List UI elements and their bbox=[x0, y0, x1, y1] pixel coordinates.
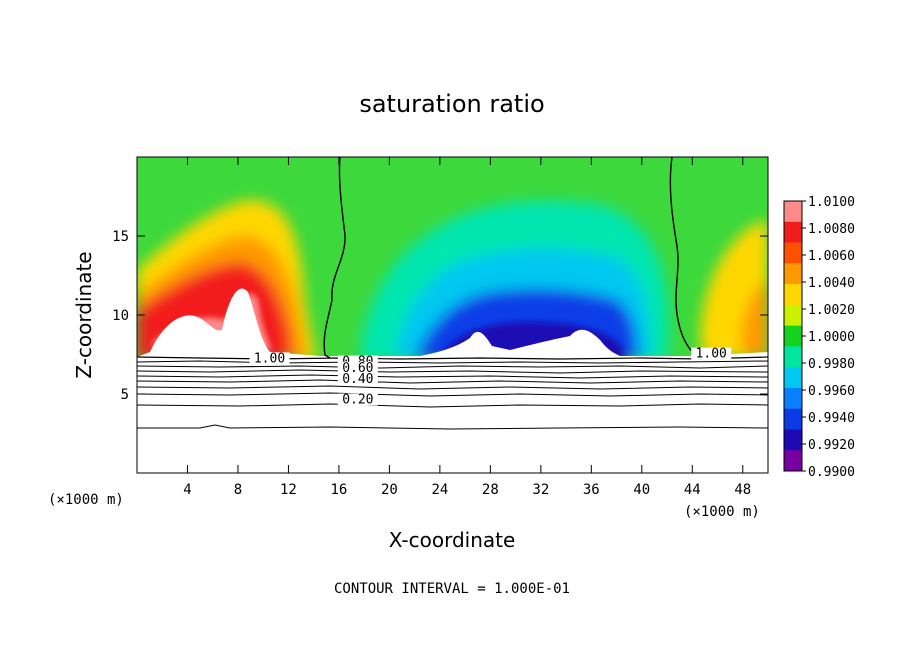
colorbar-swatch bbox=[784, 284, 802, 306]
y-tick-label: 5 bbox=[121, 387, 129, 403]
x-unit-right: (×1000 m) bbox=[684, 504, 760, 520]
contour-1.00-base bbox=[137, 356, 768, 360]
colorbar-label: 1.0000 bbox=[808, 330, 855, 345]
contour-0.40 bbox=[137, 385, 768, 390]
x-axis: 4 8 12 16 20 24 28 32 36 40 44 48 bbox=[183, 157, 751, 498]
x-tick-label: 32 bbox=[532, 482, 549, 498]
contour-0.20 bbox=[137, 403, 768, 408]
contour-1.00-left bbox=[323, 157, 346, 359]
colorbar-swatch bbox=[784, 263, 802, 285]
y-axis: 5 10 15 bbox=[112, 229, 768, 403]
contour-interval-note: CONTOUR INTERVAL = 1.000E-01 bbox=[334, 581, 570, 597]
colorbar-label: 0.9900 bbox=[808, 465, 855, 480]
field-warm-right-inner bbox=[741, 280, 768, 358]
colorbar-swatch bbox=[784, 346, 802, 368]
x-tick-label: 36 bbox=[583, 482, 600, 498]
contour-0.70 bbox=[137, 369, 768, 374]
colorbar-label: 1.0100 bbox=[808, 195, 855, 210]
contour-labels: 1.000.800.600.400.201.00 bbox=[249, 347, 732, 407]
colorbar-swatch bbox=[784, 387, 802, 410]
chart-title: saturation ratio bbox=[359, 90, 544, 118]
contour-label-bg bbox=[337, 372, 378, 385]
colorbar-label: 1.0020 bbox=[808, 303, 855, 318]
x-tick-label: 24 bbox=[431, 482, 448, 498]
colorbar-swatch bbox=[784, 367, 802, 389]
contour-label-bg bbox=[691, 347, 732, 360]
y-tick-label: 15 bbox=[112, 229, 129, 245]
colorbar-swatch bbox=[784, 325, 802, 347]
plot-area: 1.000.800.600.400.201.00 bbox=[137, 157, 768, 473]
contour-label: 1.00 bbox=[254, 351, 285, 366]
colorbar-swatch bbox=[784, 429, 802, 451]
contour-lines bbox=[137, 157, 768, 430]
contour-label-bg bbox=[249, 352, 290, 365]
colorbar-label: 1.0080 bbox=[808, 222, 855, 237]
colorbar-swatch bbox=[784, 201, 802, 223]
contour-label-bg bbox=[337, 393, 378, 406]
colorbar-label: 0.9940 bbox=[808, 411, 855, 426]
x-tick-label: 48 bbox=[734, 482, 751, 498]
colorbar-swatch bbox=[784, 304, 802, 327]
contour-0.60 bbox=[137, 374, 768, 379]
y-axis-label: Z-coordinate bbox=[72, 251, 96, 378]
contour-1.00-right bbox=[669, 157, 701, 359]
contour-label-bg bbox=[337, 361, 378, 374]
colorbar-swatch bbox=[784, 242, 802, 264]
x-tick-label: 40 bbox=[633, 482, 650, 498]
contour-0.50 bbox=[137, 379, 768, 384]
x-tick-label: 12 bbox=[280, 482, 297, 498]
saturation-field bbox=[137, 157, 768, 360]
x-tick-label: 8 bbox=[234, 482, 242, 498]
x-unit-left: (×1000 m) bbox=[48, 492, 124, 508]
colorbar-label: 1.0060 bbox=[808, 249, 855, 264]
x-tick-label: 44 bbox=[684, 482, 701, 498]
x-tick-label: 16 bbox=[330, 482, 347, 498]
x-tick-label: 28 bbox=[482, 482, 499, 498]
contour-0.90 bbox=[137, 360, 768, 364]
colorbar-swatch bbox=[784, 450, 802, 472]
x-tick-label: 4 bbox=[183, 482, 191, 498]
colorbar-swatch bbox=[784, 221, 802, 244]
y-tick-label: 10 bbox=[112, 308, 129, 324]
colorbar-label: 1.0040 bbox=[808, 276, 855, 291]
x-axis-label: X-coordinate bbox=[389, 528, 516, 552]
contour-0.30 bbox=[137, 392, 768, 397]
x-tick-label: 20 bbox=[381, 482, 398, 498]
contour-label: 0.60 bbox=[342, 361, 373, 376]
colorbar-label: 0.9920 bbox=[808, 438, 855, 453]
contour-label: 0.20 bbox=[342, 392, 373, 407]
contour-0.80 bbox=[137, 365, 768, 369]
colorbar-swatch bbox=[784, 408, 802, 430]
colorbar-label: 0.9980 bbox=[808, 357, 855, 372]
colorbar-label: 0.9960 bbox=[808, 384, 855, 399]
contour-label: 1.00 bbox=[696, 347, 727, 362]
colorbar: 1.0100 1.0080 1.0060 1.0040 1.0020 1.0000 0.99… bbox=[783, 195, 855, 480]
contour-label: 0.40 bbox=[342, 372, 373, 387]
contour-0.10 bbox=[137, 424, 768, 430]
